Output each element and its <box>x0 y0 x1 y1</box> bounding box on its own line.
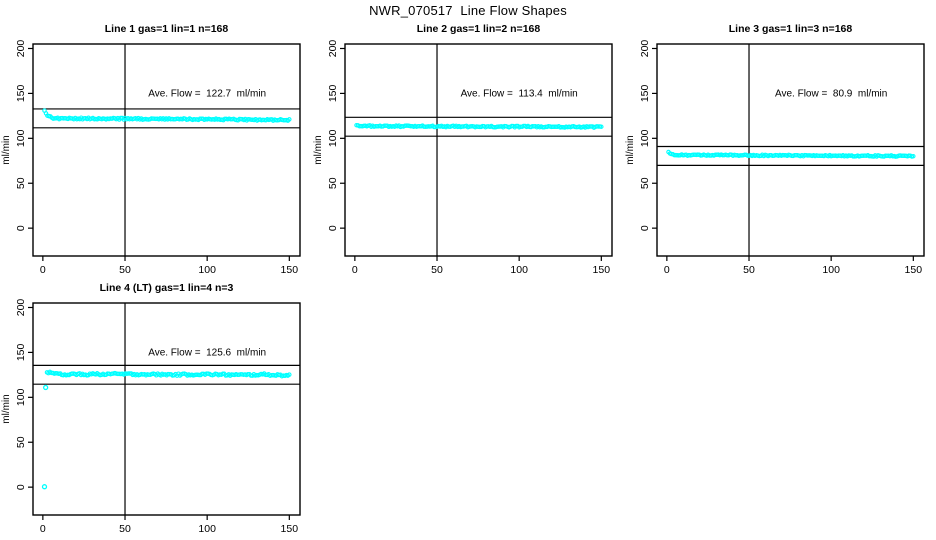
y-axis-ticks: 0 50 100 150 200 <box>327 40 345 231</box>
svg-text:50: 50 <box>15 436 27 448</box>
svg-text:150: 150 <box>15 343 27 361</box>
plot-box <box>656 43 925 257</box>
chart-svg: Line 4 (LT) gas=1 lin=4 n=3 0 50 100 150 0 50 1… <box>1 282 301 535</box>
svg-text:50: 50 <box>327 177 339 189</box>
data-points <box>666 149 916 159</box>
svg-text:0: 0 <box>15 484 27 490</box>
ave-flow-annotation: Ave. Flow = 122.7 ml/min <box>148 88 266 99</box>
x-axis-ticks: 0 50 100 150 <box>664 256 922 276</box>
svg-text:50: 50 <box>639 177 651 189</box>
ave-flow-annotation: Ave. Flow = 113.4 ml/min <box>461 88 578 99</box>
flow-limit-lines <box>33 108 300 129</box>
svg-text:0: 0 <box>40 523 46 535</box>
data-points <box>42 108 292 123</box>
flow-limit-lines <box>345 116 612 137</box>
ave-flow-annotation: Ave. Flow = 80.9 ml/min <box>775 88 887 99</box>
svg-text:200: 200 <box>327 40 339 58</box>
svg-text:150: 150 <box>593 264 611 276</box>
subplot-title: Line 4 (LT) gas=1 lin=4 n=3 <box>100 282 234 294</box>
svg-text:100: 100 <box>327 129 339 147</box>
svg-text:50: 50 <box>119 523 131 535</box>
y-axis-label: ml/min <box>313 135 324 164</box>
y-axis-label: ml/min <box>1 394 12 423</box>
svg-text:150: 150 <box>639 84 651 102</box>
plot-box <box>32 302 301 516</box>
svg-text:100: 100 <box>639 129 651 147</box>
svg-text:50: 50 <box>431 264 443 276</box>
svg-text:150: 150 <box>15 84 27 102</box>
ave-flow-annotation: Ave. Flow = 125.6 ml/min <box>148 347 266 358</box>
subplot-line-2: Line 2 gas=1 lin=2 n=168 0 50 100 150 0 50 100 1… <box>312 18 624 280</box>
flow-limit-lines <box>33 364 300 385</box>
svg-text:150: 150 <box>327 84 339 102</box>
subplot-line-1: Line 1 gas=1 lin=1 n=168 0 50 100 150 0 50 100 1… <box>0 18 312 280</box>
data-points <box>41 369 292 490</box>
plot-box <box>32 43 301 257</box>
outlier-point <box>43 384 49 391</box>
subplot-title: Line 2 gas=1 lin=2 n=168 <box>417 23 541 35</box>
plot-box <box>344 43 613 257</box>
svg-text:100: 100 <box>198 523 216 535</box>
svg-text:100: 100 <box>198 264 216 276</box>
outlier-point <box>41 484 48 490</box>
chart-svg: Line 3 gas=1 lin=3 n=168 0 50 100 150 0 50 100 1… <box>625 23 925 276</box>
svg-text:50: 50 <box>743 264 755 276</box>
subplot-line-3: Line 3 gas=1 lin=3 n=168 0 50 100 150 0 50 100 1… <box>624 18 936 280</box>
svg-text:100: 100 <box>15 129 27 147</box>
x-axis-ticks: 0 50 100 150 <box>40 256 298 276</box>
subplot-title: Line 3 gas=1 lin=3 n=168 <box>729 23 853 35</box>
x-axis-ticks: 0 50 100 150 <box>40 515 298 535</box>
svg-text:200: 200 <box>15 40 27 58</box>
y-axis-ticks: 0 50 100 150 200 <box>15 299 33 490</box>
svg-text:200: 200 <box>639 40 651 58</box>
flow-limit-lines <box>657 145 924 166</box>
y-axis-ticks: 0 50 100 150 200 <box>15 40 33 231</box>
svg-text:150: 150 <box>905 264 923 276</box>
data-points <box>354 122 604 130</box>
svg-text:150: 150 <box>281 523 299 535</box>
svg-text:0: 0 <box>664 264 670 276</box>
y-axis-label: ml/min <box>625 135 636 164</box>
y-axis-label: ml/min <box>1 135 12 164</box>
svg-text:50: 50 <box>119 264 131 276</box>
svg-text:0: 0 <box>40 264 46 276</box>
svg-text:200: 200 <box>15 299 27 317</box>
svg-text:0: 0 <box>327 225 339 231</box>
chart-svg: Line 1 gas=1 lin=1 n=168 0 50 100 150 0 50 100 1… <box>1 23 301 276</box>
subplot-line-4-lt: Line 4 (LT) gas=1 lin=4 n=3 0 50 100 150 0 50 1… <box>0 277 312 539</box>
svg-text:0: 0 <box>15 225 27 231</box>
svg-text:100: 100 <box>822 264 840 276</box>
svg-text:50: 50 <box>15 177 27 189</box>
svg-text:150: 150 <box>281 264 299 276</box>
svg-text:0: 0 <box>352 264 358 276</box>
svg-text:0: 0 <box>639 225 651 231</box>
svg-text:100: 100 <box>15 388 27 406</box>
subplot-title: Line 1 gas=1 lin=1 n=168 <box>105 23 229 35</box>
chart-svg: Line 2 gas=1 lin=2 n=168 0 50 100 150 0 50 100 1… <box>313 23 613 276</box>
page-title: NWR_070517 Line Flow Shapes <box>369 3 567 18</box>
svg-text:100: 100 <box>510 264 528 276</box>
x-axis-ticks: 0 50 100 150 <box>352 256 610 276</box>
y-axis-ticks: 0 50 100 150 200 <box>639 40 657 231</box>
